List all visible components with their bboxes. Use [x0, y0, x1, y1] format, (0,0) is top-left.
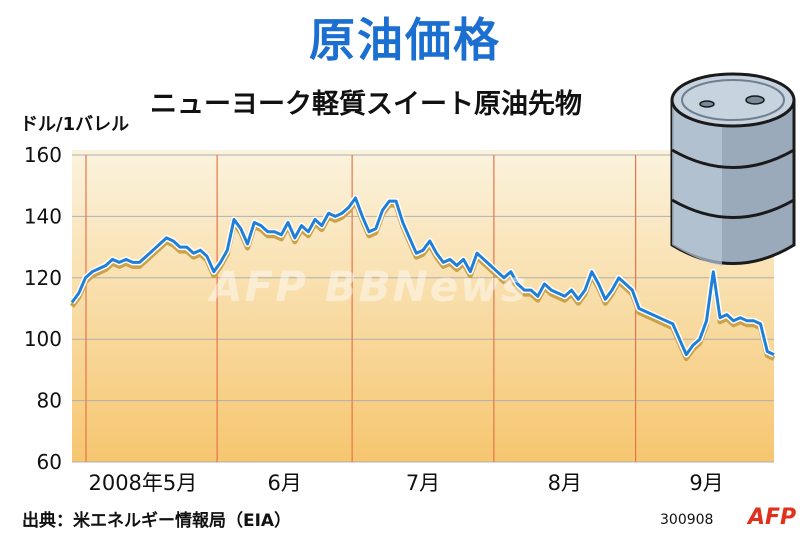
month-tick-label: 9月 — [689, 471, 723, 495]
y-tick-label: 60 — [37, 450, 62, 474]
plot-area — [72, 150, 774, 462]
month-tick-label: 7月 — [406, 471, 440, 495]
y-tick-label: 100 — [24, 327, 62, 351]
y-tick-label: 160 — [24, 143, 62, 167]
y-axis-unit-label: ドル/1バレル — [20, 114, 130, 135]
y-tick-label: 120 — [24, 266, 62, 290]
month-tick-label: 8月 — [548, 471, 582, 495]
oil-barrel-icon — [670, 72, 796, 266]
watermark-text: AFP BBNews — [210, 262, 529, 311]
chart-subtitle: ニューヨーク軽質スイート原油先物 — [150, 89, 582, 120]
series-line — [70, 196, 775, 357]
graphic-code: 300908 — [660, 512, 714, 528]
month-tick-label: 6月 — [267, 471, 301, 495]
y-tick-label: 140 — [24, 204, 62, 228]
source-note: 出典：米エネルギー情報局（EIA） — [22, 511, 292, 531]
month-tick-label: 2008年5月 — [88, 471, 197, 495]
chart-title: 原油価格 — [309, 13, 501, 67]
y-tick-label: 80 — [37, 389, 62, 413]
afp-logo: AFP — [748, 505, 797, 530]
